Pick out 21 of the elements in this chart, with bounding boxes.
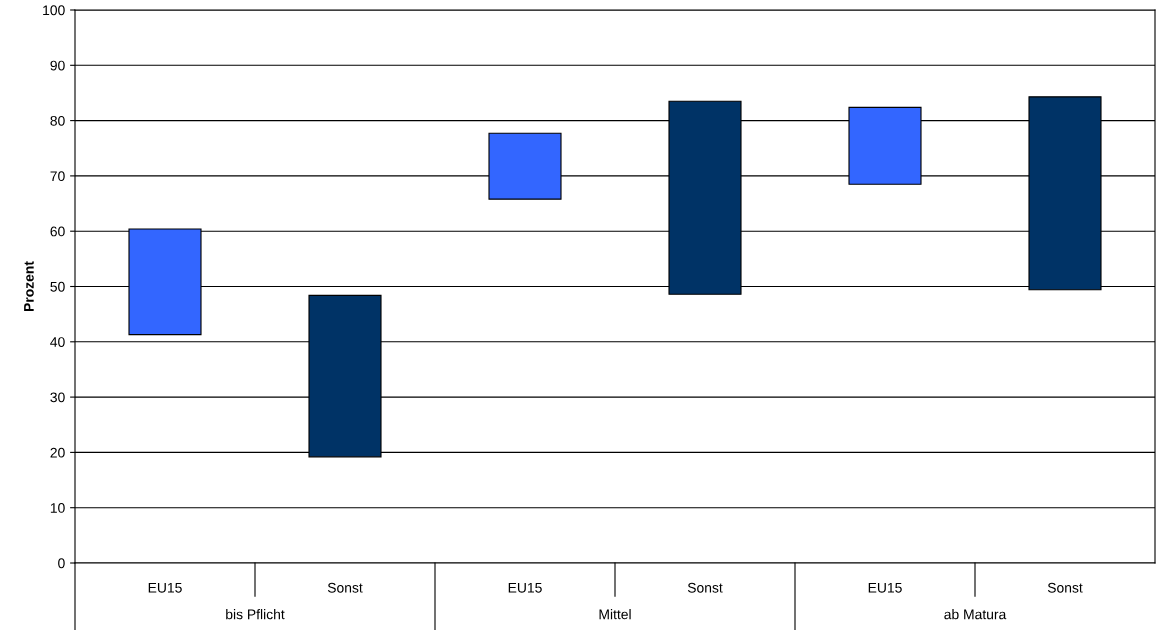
y-tick-label: 80 [50, 115, 65, 126]
x-tick-label: EU15 [508, 582, 542, 593]
y-tick-label: 100 [43, 5, 65, 16]
y-tick-label: 30 [50, 392, 65, 403]
y-tick-label: 20 [50, 447, 65, 458]
y-tick-label: 70 [50, 171, 65, 182]
y-tick-label: 50 [50, 281, 65, 292]
y-tick-label: 0 [58, 558, 65, 569]
y-tick-label: 90 [50, 60, 65, 71]
y-tick-label: 40 [50, 337, 65, 347]
x-tick-label: EU15 [868, 582, 902, 593]
y-tick-label: 60 [50, 226, 65, 237]
x-tick-label: Sonst [1047, 582, 1083, 593]
text: ab Matura [944, 609, 1007, 620]
x-tick-label: EU15 [148, 582, 182, 593]
x-tick-label: Sonst [327, 582, 363, 593]
text: bis Pflicht [226, 609, 285, 620]
y-axis-title: Prozent [24, 261, 34, 312]
text: Mittel [599, 609, 631, 620]
y-tick-label: 10 [50, 503, 65, 513]
x-tick-label: Sonst [687, 582, 723, 593]
